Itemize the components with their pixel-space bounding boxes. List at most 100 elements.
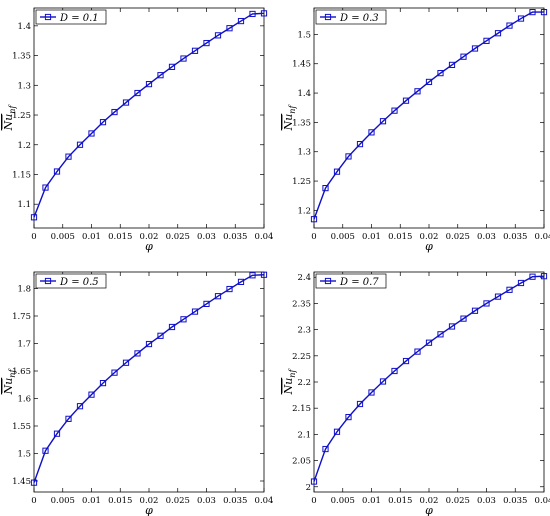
- legend-label: D = 0.7: [339, 277, 379, 288]
- data-point: [425, 78, 433, 86]
- y-tick-label: 1.4: [297, 89, 311, 99]
- plot-frame: [313, 7, 545, 229]
- y-tick-label: 2: [306, 483, 311, 493]
- legend-label: D = 0.1: [59, 13, 99, 24]
- series-line: [33, 274, 265, 483]
- legend: D = 0.7: [315, 273, 387, 289]
- x-tick-label: 0.01: [362, 232, 381, 242]
- data-point: [111, 369, 118, 376]
- data-point: [203, 39, 210, 47]
- data-point: [237, 17, 245, 25]
- x-axis-label: φ: [425, 504, 433, 516]
- y-axis-label: Nunf: [282, 104, 297, 132]
- data-point: [471, 307, 479, 314]
- x-tick-label: 0.005: [51, 496, 75, 506]
- y-tick-label: 1.25: [292, 177, 311, 187]
- y-tick-label: 1.55: [12, 422, 31, 432]
- legend-marker: [324, 277, 332, 285]
- data-point: [134, 89, 141, 97]
- data-point: [191, 47, 199, 54]
- x-tick-label: 0.03: [197, 232, 216, 242]
- data-point: [540, 273, 548, 280]
- data-point: [249, 272, 256, 279]
- x-tick-label: 0.02: [140, 232, 159, 242]
- legend-box: [35, 9, 107, 25]
- data-point: [111, 108, 118, 116]
- y-tick-label: 2.4: [297, 273, 311, 283]
- data-point: [391, 367, 398, 375]
- y-tick-label: 2.2: [297, 378, 311, 388]
- data-point: [322, 185, 329, 192]
- plot-frame: [33, 7, 265, 229]
- legend-box: [35, 273, 107, 289]
- data-point: [540, 9, 548, 16]
- data-point: [460, 315, 467, 322]
- data-point: [379, 118, 387, 125]
- data-point: [88, 391, 95, 398]
- y-axis-label: Nunf: [282, 368, 297, 396]
- y-tick-label: 1.15: [12, 170, 31, 180]
- y-tick-label: 1.3: [17, 81, 31, 91]
- series-line: [33, 12, 265, 218]
- data-point: [471, 45, 479, 52]
- x-tick-label: 0.04: [255, 232, 274, 242]
- x-tick-label: 0.04: [255, 496, 274, 506]
- x-tick-label: 0.03: [197, 496, 216, 506]
- y-tick-label: 1.2: [297, 206, 311, 216]
- data-point: [260, 10, 268, 17]
- y-tick-label: 2.05: [292, 457, 311, 467]
- data-point: [402, 97, 410, 104]
- x-tick-label: 0: [311, 496, 316, 506]
- data-point: [157, 332, 164, 339]
- data-point: [322, 445, 329, 453]
- data-point: [448, 61, 456, 69]
- data-point: [122, 359, 130, 366]
- data-point: [88, 130, 95, 137]
- legend: D = 0.3: [315, 9, 387, 25]
- y-tick-label: 1.35: [12, 52, 31, 62]
- data-point: [214, 32, 222, 39]
- x-axis-label: φ: [145, 240, 153, 253]
- y-tick-label: 1.1: [17, 200, 31, 210]
- y-tick-label: 1.3: [297, 148, 311, 158]
- x-tick-label: 0.025: [166, 232, 190, 242]
- data-point: [506, 22, 513, 29]
- data-point: [168, 323, 176, 331]
- data-point: [460, 53, 467, 60]
- data-point: [191, 308, 199, 315]
- x-axis-label: φ: [145, 504, 153, 516]
- data-point: [379, 378, 387, 385]
- x-tick-label: 0.035: [223, 496, 247, 506]
- data-point: [65, 153, 72, 160]
- data-point: [414, 348, 421, 355]
- plot-frame: [313, 271, 545, 493]
- x-tick-label: 0.015: [388, 232, 412, 242]
- y-tick-label: 1.45: [292, 60, 311, 70]
- legend-label: D = 0.5: [59, 277, 99, 288]
- data-point: [483, 37, 490, 44]
- data-point: [437, 331, 444, 338]
- data-point: [506, 286, 513, 293]
- x-tick-label: 0.015: [388, 496, 412, 506]
- data-point: [214, 293, 222, 300]
- data-point: [30, 479, 38, 486]
- x-tick-label: 0.025: [446, 496, 470, 506]
- x-tick-label: 0: [311, 232, 316, 242]
- y-tick-label: 1.5: [17, 450, 31, 460]
- data-point: [529, 9, 536, 16]
- x-tick-label: 0.015: [108, 496, 132, 506]
- y-tick-label: 1.65: [12, 367, 31, 377]
- x-tick-label: 0.035: [223, 232, 247, 242]
- y-tick-label: 1.25: [12, 111, 31, 121]
- plot-frame: [33, 271, 265, 493]
- data-point: [145, 81, 153, 88]
- x-tick-label: 0.04: [535, 496, 550, 506]
- data-point: [345, 153, 352, 160]
- data-point: [356, 141, 364, 148]
- x-tick-label: 0.005: [331, 496, 355, 506]
- x-tick-label: 0.02: [420, 232, 439, 242]
- x-tick-label: 0.03: [477, 232, 496, 242]
- data-point: [226, 285, 233, 293]
- data-point: [53, 430, 61, 437]
